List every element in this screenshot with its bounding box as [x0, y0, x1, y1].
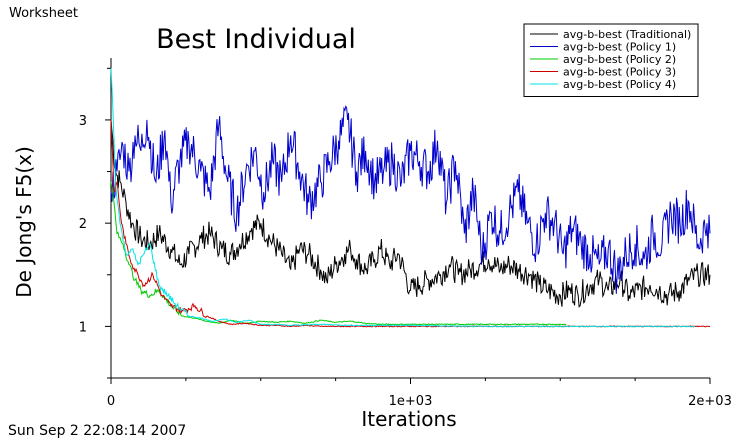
legend-label: avg-b-best (Policy 3) — [563, 66, 676, 79]
worksheet-label: Worksheet — [9, 6, 79, 21]
legend: avg-b-best (Traditional)avg-b-best (Poli… — [523, 23, 699, 97]
x-tick-label: 2e+03 — [688, 394, 732, 409]
y-tick-label: 1 — [79, 320, 87, 335]
x-tick-label: 1e+03 — [389, 394, 433, 409]
legend-label: avg-b-best (Traditional) — [563, 28, 691, 41]
y-axis-label: De Jong's F5(x) — [12, 146, 36, 298]
series-line — [110, 119, 711, 308]
series-line — [110, 68, 696, 328]
y-tick-label: 3 — [79, 114, 87, 129]
axes: 1 2 3 0 1e+03 2e+03 — [79, 58, 732, 409]
y-tick-label: 2 — [79, 217, 87, 232]
legend-label: avg-b-best (Policy 1) — [563, 41, 676, 54]
timestamp-label: Sun Sep 2 22:08:14 2007 — [8, 423, 187, 439]
x-tick-label: 0 — [107, 394, 115, 409]
legend-label: avg-b-best (Policy 2) — [563, 53, 676, 66]
legend-label: avg-b-best (Policy 4) — [563, 78, 676, 91]
plot-area — [110, 68, 711, 328]
chart-title: Best Individual — [156, 24, 356, 55]
x-axis-label: Iterations — [361, 407, 456, 431]
series-line — [110, 181, 567, 326]
series-line — [110, 104, 711, 294]
